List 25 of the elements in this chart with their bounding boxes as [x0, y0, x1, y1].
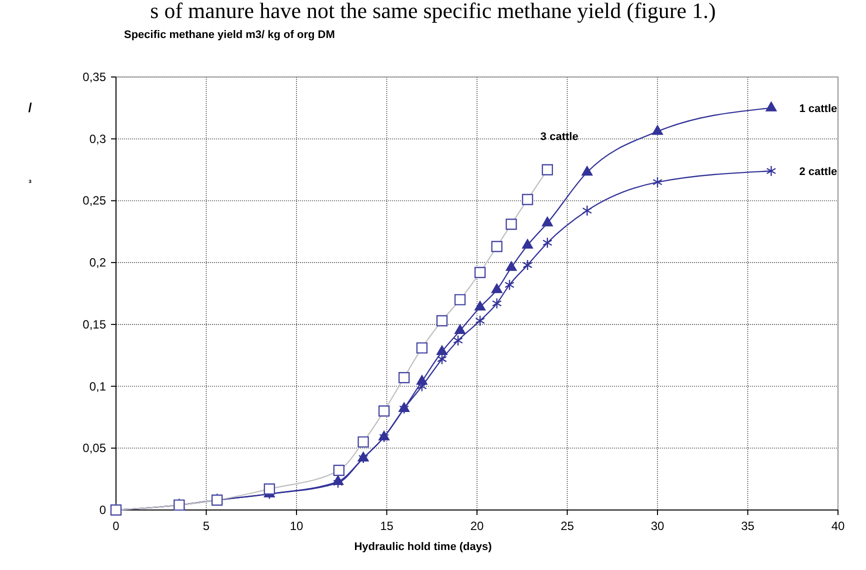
text: 3 cattle	[540, 130, 578, 143]
x-tick-label: 25	[560, 519, 574, 533]
x-tick-label: 35	[741, 519, 755, 533]
y-tick-label: 0	[99, 503, 106, 517]
chart-title: Specific methane yield m3/ kg of org DM	[124, 29, 335, 41]
x-tick-label: 10	[290, 519, 304, 533]
y-tick-label: 0,3	[89, 132, 106, 146]
text: 2 cattle	[799, 166, 838, 178]
y-tick-label: 0,15	[82, 317, 106, 332]
y-tick-label: 0,35	[82, 70, 106, 84]
text: s of manure have not the same specific methane yield (figure 1.)	[150, 0, 716, 23]
x-tick-label: 15	[380, 519, 394, 533]
x-tick-label: 20	[470, 519, 484, 533]
y-tick-label: 0,25	[82, 194, 106, 208]
x-tick-label: 0	[112, 519, 120, 533]
text: /	[28, 100, 32, 115]
x-axis-title: Hydraulic hold time (days)	[354, 541, 492, 553]
y-tick-label: 0,2	[89, 256, 106, 270]
text: ³	[28, 178, 32, 188]
x-tick-label: 30	[650, 519, 664, 533]
y-tick-label: 0,05	[82, 441, 106, 456]
y-tick-label: 0,1	[89, 379, 106, 394]
x-tick-label: 40	[831, 519, 845, 533]
x-tick-label: 5	[202, 519, 210, 533]
text: 1 cattle	[799, 102, 838, 115]
